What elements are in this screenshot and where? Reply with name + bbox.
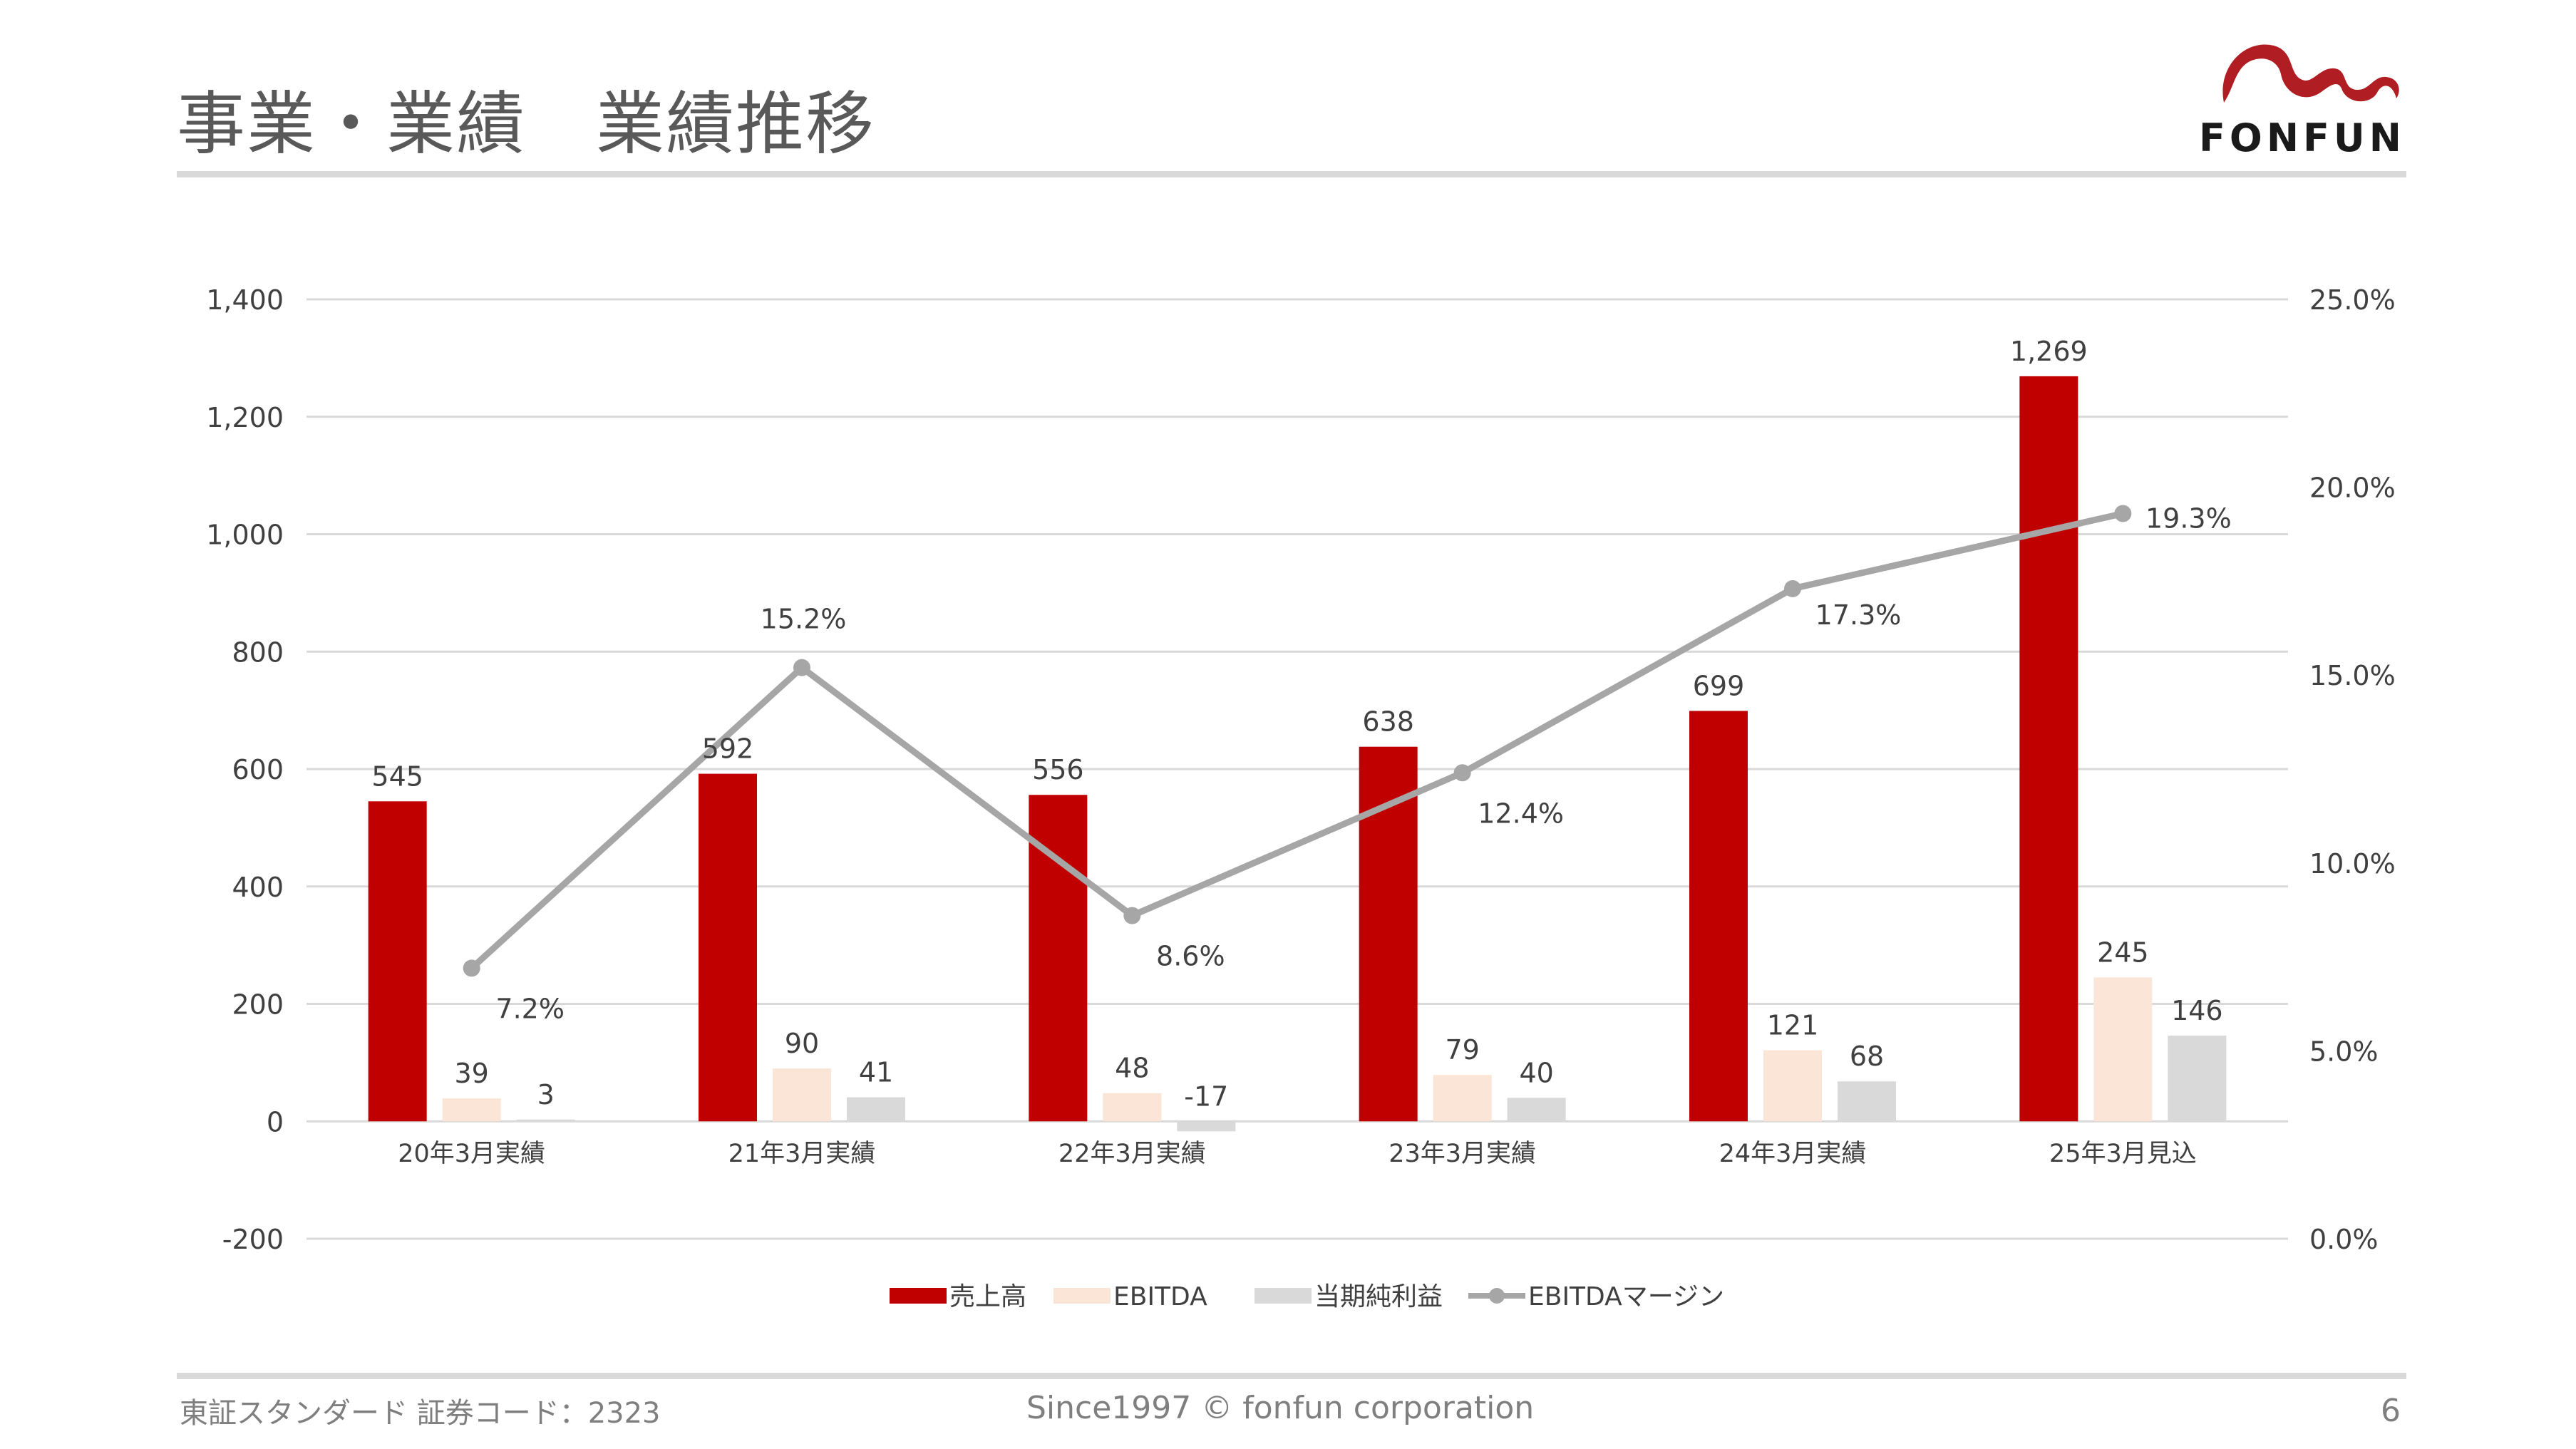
margin-point: [1453, 764, 1471, 782]
legend-swatch: [890, 1288, 947, 1304]
y-right-tick-label: 0.0%: [2309, 1224, 2379, 1255]
bar-value-label: 146: [2171, 995, 2223, 1026]
bar-ebitda: [1433, 1075, 1492, 1122]
bar-ebitda: [1763, 1050, 1822, 1122]
bar-ebitda: [1103, 1093, 1162, 1122]
bar-value-label: 40: [1519, 1057, 1553, 1088]
footer-divider: [177, 1373, 2406, 1379]
bar-value-label: 121: [1767, 1010, 1819, 1041]
margin-point: [1784, 579, 1801, 597]
margin-point: [463, 959, 480, 977]
bar-revenue: [368, 801, 427, 1122]
margin-value-label: 19.3%: [2145, 503, 2232, 535]
margin-point: [2114, 505, 2132, 522]
fonfun-logo: FONFUN: [2199, 44, 2406, 160]
legend-label: EBITDAマージン: [1528, 1282, 1724, 1311]
legend-label: 売上高: [949, 1282, 1026, 1311]
margin-value-label: 17.3%: [1815, 599, 1902, 631]
bar-value-label: 79: [1445, 1034, 1479, 1066]
bar-value-label: 1,269: [2010, 336, 2088, 367]
bar-value-label: 41: [859, 1056, 893, 1088]
y-left-tick-label: 1,000: [206, 520, 284, 551]
exchange-info: 東証スタンダード 証券コード：2323: [180, 1397, 661, 1430]
bar-value-label: -17: [1184, 1081, 1228, 1112]
y-right-tick-label: 10.0%: [2309, 848, 2396, 880]
copyright: Since1997 © fonfun corporation: [1026, 1390, 1535, 1426]
bar-ebitda: [442, 1098, 501, 1122]
bar-ebitda: [2093, 977, 2153, 1122]
bar-value-label: 48: [1115, 1053, 1149, 1084]
bar-revenue: [2019, 376, 2078, 1122]
logo-wordmark: FONFUN: [2199, 115, 2406, 160]
bar-value-label: 556: [1032, 754, 1084, 785]
y-left-tick-label: 1,200: [206, 402, 284, 433]
bar-value-label: 545: [371, 760, 423, 792]
margin-value-label: 8.6%: [1156, 941, 1225, 972]
margin-point: [1123, 907, 1141, 924]
legend-marker: [1489, 1288, 1505, 1304]
x-tick-label: 22年3月実績: [1058, 1140, 1206, 1168]
x-tick-label: 24年3月実績: [1719, 1140, 1867, 1168]
margin-point: [793, 659, 810, 676]
bar-net-income: [1838, 1081, 1896, 1122]
bar-ebitda: [773, 1068, 831, 1122]
bar-net-income: [1507, 1098, 1566, 1122]
bar-revenue: [699, 773, 757, 1122]
y-right-tick-label: 5.0%: [2309, 1036, 2379, 1067]
header-divider: [177, 171, 2406, 177]
legend-label: EBITDA: [1113, 1282, 1207, 1311]
y-left-tick-label: 800: [232, 636, 284, 668]
bars: [368, 376, 2227, 1132]
logo-swoosh-icon: [2222, 44, 2399, 103]
margin-polyline: [469, 510, 2124, 971]
y-left-tick-label: 200: [232, 989, 284, 1021]
performance-chart: 545 592 556 638 699 1,269 39 90 48 79 121 245 3 41 -17…: [206, 284, 2396, 1311]
bar-value-label: 699: [1693, 670, 1745, 701]
y-left-tick-label: 600: [232, 754, 284, 785]
bar-value-label: 68: [1850, 1041, 1884, 1072]
margin-value-label: 7.2%: [495, 993, 565, 1024]
y-left-tick-label: 400: [232, 872, 284, 903]
legend-label: 当期純利益: [1314, 1282, 1443, 1311]
axes: -200 0 200 400 600 800 1,000 1,200 1,400 0.0% 5.0%…: [206, 284, 2396, 1255]
y-left-tick-label: 0: [267, 1106, 284, 1138]
bar-value-label: 245: [2097, 937, 2149, 968]
bar-net-income: [847, 1097, 905, 1122]
bar-revenue: [1689, 711, 1748, 1122]
bar-value-label: 3: [537, 1079, 555, 1110]
legend-swatch: [1053, 1288, 1111, 1304]
x-tick-label: 23年3月実績: [1389, 1140, 1536, 1168]
x-tick-label: 21年3月実績: [728, 1140, 876, 1168]
y-left-tick-label: -200: [222, 1224, 284, 1255]
x-tick-label: 25年3月見込: [2049, 1140, 2197, 1168]
y-right-tick-label: 20.0%: [2309, 473, 2396, 504]
bar-net-income: [516, 1119, 575, 1122]
bar-value-label: 39: [454, 1058, 488, 1089]
bar-value-label: 592: [702, 733, 754, 765]
bar-net-income: [2168, 1035, 2227, 1122]
bar-value-label: 90: [785, 1028, 819, 1059]
page-title: 事業・業績 業績推移: [177, 84, 875, 164]
legend-swatch: [1254, 1288, 1312, 1304]
y-right-tick-label: 15.0%: [2309, 660, 2396, 691]
margin-line: [463, 505, 2132, 977]
grid-lines: [306, 298, 2288, 1240]
data-labels: 545 592 556 638 699 1,269 39 90 48 79 121 245 3 41 -17…: [371, 336, 2231, 1112]
bar-value-label: 638: [1362, 706, 1414, 738]
margin-value-label: 15.2%: [761, 604, 847, 635]
bar-revenue: [1359, 746, 1418, 1122]
y-right-tick-label: 25.0%: [2309, 284, 2396, 316]
x-tick-label: 20年3月実績: [398, 1140, 545, 1168]
margin-value-label: 12.4%: [1478, 798, 1564, 829]
y-left-tick-label: 1,400: [206, 284, 284, 316]
legend: 売上高 EBITDA 当期純利益 EBITDAマージン: [890, 1282, 1724, 1311]
bar-net-income: [1177, 1121, 1236, 1132]
page-number: 6: [2381, 1393, 2401, 1429]
